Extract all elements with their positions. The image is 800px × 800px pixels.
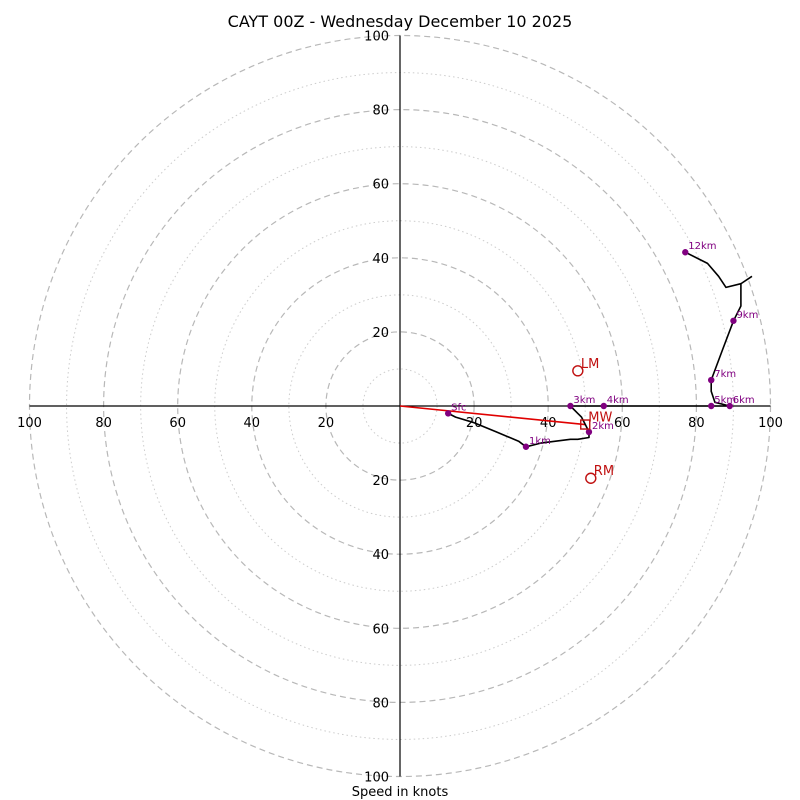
y-tick-up-80: 80 bbox=[372, 104, 389, 119]
storm-marker-rm bbox=[585, 472, 597, 484]
y-tick-down-60: 60 bbox=[372, 622, 389, 637]
height-label-9km: 9km bbox=[736, 310, 758, 321]
height-point-4km bbox=[600, 402, 607, 410]
x-tick-left-40: 40 bbox=[244, 416, 261, 431]
height-point-sfc bbox=[444, 410, 452, 417]
shear-vector-line bbox=[399, 405, 586, 426]
height-point-7km bbox=[708, 376, 715, 384]
y-tick-up-60: 60 bbox=[372, 178, 389, 193]
y-tick-up-100: 100 bbox=[364, 30, 389, 45]
storm-label-rm: RM bbox=[594, 464, 614, 479]
shear-vector bbox=[399, 405, 586, 426]
height-point-6km bbox=[726, 402, 733, 410]
chart-title: CAYT 00Z - Wednesday December 10 2025 bbox=[228, 12, 573, 31]
y-tick-down-40: 40 bbox=[372, 548, 389, 563]
x-tick-right-100: 100 bbox=[758, 416, 783, 431]
axis-tick-labels: 2020202040404040606060608080808010010010… bbox=[17, 30, 783, 786]
x-tick-right-40: 40 bbox=[540, 416, 557, 431]
y-tick-up-20: 20 bbox=[372, 326, 389, 341]
storm-label-mw: MW bbox=[588, 411, 612, 426]
x-tick-left-60: 60 bbox=[169, 416, 186, 431]
height-label-3km: 3km bbox=[573, 395, 595, 406]
hodograph-trace bbox=[447, 251, 742, 448]
height-point-12km bbox=[682, 249, 689, 256]
x-tick-right-80: 80 bbox=[688, 416, 705, 431]
y-tick-down-80: 80 bbox=[372, 696, 389, 711]
height-point-2km bbox=[585, 428, 593, 436]
x-tick-right-60: 60 bbox=[614, 416, 631, 431]
height-label-4km: 4km bbox=[607, 395, 629, 406]
storm-marker-mw bbox=[580, 419, 591, 430]
height-label-sfc: Sfc bbox=[451, 402, 466, 413]
storm-label-lm: LM bbox=[581, 357, 599, 372]
height-point-1km bbox=[522, 443, 530, 450]
y-tick-up-40: 40 bbox=[372, 252, 389, 267]
x-tick-left-80: 80 bbox=[95, 416, 112, 431]
height-point-5km bbox=[708, 402, 715, 410]
wind-profile bbox=[447, 251, 753, 448]
height-point-3km bbox=[567, 402, 574, 410]
height-label-1km: 1km bbox=[529, 436, 551, 447]
storm-marker-lm bbox=[572, 365, 584, 377]
height-point-9km bbox=[730, 317, 737, 324]
y-tick-down-100: 100 bbox=[364, 771, 389, 786]
storm-motion-markers: LM MW RM bbox=[572, 357, 614, 484]
height-label-2km: 2km bbox=[592, 421, 614, 432]
height-label-6km: 6km bbox=[733, 395, 755, 406]
x-tick-left-100: 100 bbox=[17, 416, 42, 431]
height-label-5km: 5km bbox=[714, 395, 736, 406]
height-label-7km: 7km bbox=[714, 369, 736, 380]
x-axis-label: Speed in knots bbox=[352, 785, 449, 800]
wind-barb bbox=[740, 275, 753, 285]
height-label-12km: 12km bbox=[688, 241, 716, 252]
y-tick-down-20: 20 bbox=[372, 474, 389, 489]
x-tick-left-20: 20 bbox=[318, 416, 335, 431]
